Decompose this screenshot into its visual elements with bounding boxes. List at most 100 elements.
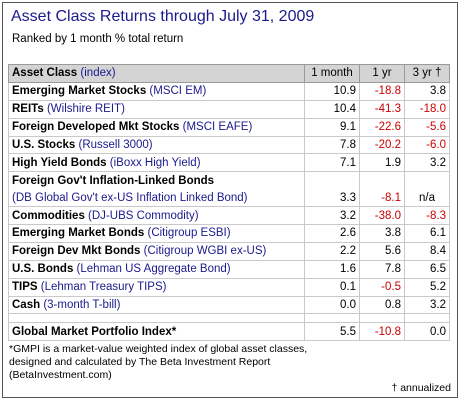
table-row: Foreign Developed Mkt Stocks (MSCI EAFE)… bbox=[8, 117, 450, 137]
three-year-return: 0.0 bbox=[404, 322, 450, 342]
one-year-return: -8.1 bbox=[359, 189, 405, 208]
header-1-month: 1 month bbox=[304, 64, 360, 83]
annualized-note: † annualized bbox=[391, 382, 451, 394]
table-row: Foreign Dev Mkt Bonds (Citigroup WGBI ex… bbox=[8, 241, 450, 261]
table-row: TIPS (Lehman Treasury TIPS) 0.1 -0.5 5.2 bbox=[8, 277, 450, 297]
asset-class-cell: Emerging Market Stocks (MSCI EM) bbox=[8, 81, 305, 101]
footnote: *GMPI is a market-value weighted index o… bbox=[9, 343, 308, 381]
index-name: (iBoxx High Yield) bbox=[109, 156, 201, 169]
table-row: REITs (Wilshire REIT) 10.4 -41.3 -18.0 bbox=[8, 99, 450, 119]
table-row: Foreign Gov't Inflation-Linked Bonds bbox=[8, 171, 450, 190]
three-year-return: -18.0 bbox=[404, 99, 450, 119]
three-year-return: -6.0 bbox=[404, 135, 450, 155]
one-month-return: 0.1 bbox=[304, 277, 360, 297]
asset-class-name: Emerging Market Bonds bbox=[12, 227, 145, 240]
three-year-return: 3.8 bbox=[404, 81, 450, 101]
asset-class-cell: TIPS (Lehman Treasury TIPS) bbox=[8, 277, 305, 297]
empty-cell bbox=[404, 171, 450, 190]
three-year-return: 6.5 bbox=[404, 259, 450, 279]
asset-class-cell: Cash (3-month T-bill) bbox=[8, 295, 305, 315]
asset-class-name: Emerging Market Stocks bbox=[12, 85, 147, 98]
asset-class-cell: Emerging Market Bonds (Citigroup ESBI) bbox=[8, 224, 305, 243]
asset-class-name: TIPS bbox=[12, 281, 38, 294]
one-year-return: -38.0 bbox=[359, 206, 405, 226]
one-month-return: 7.8 bbox=[304, 135, 360, 155]
empty-cell bbox=[359, 171, 405, 190]
one-year-return: 1.9 bbox=[359, 153, 405, 173]
index-name: (Wilshire REIT) bbox=[46, 103, 125, 116]
table-row: High Yield Bonds (iBoxx High Yield) 7.1 1.… bbox=[8, 153, 450, 173]
one-year-return: -20.2 bbox=[359, 135, 405, 155]
asset-class-name: Foreign Developed Mkt Stocks bbox=[12, 121, 180, 134]
table-header-row: Asset Class (index) 1 month 1 yr 3 yr † bbox=[8, 64, 450, 83]
one-year-return: 3.8 bbox=[359, 224, 405, 243]
one-year-return: -18.8 bbox=[359, 81, 405, 101]
asset-class-name: Cash bbox=[12, 299, 41, 312]
index-name: (Lehman Treasury TIPS) bbox=[40, 281, 167, 294]
index-name: (DB Global Gov't ex-US Inflation Linked … bbox=[12, 191, 248, 204]
spacer-cell bbox=[404, 313, 450, 324]
asset-class-cell: Foreign Gov't Inflation-Linked Bonds bbox=[8, 171, 305, 190]
empty-cell bbox=[304, 171, 360, 190]
one-year-return: 0.8 bbox=[359, 295, 405, 315]
table-row: Global Market Portfolio Index* 5.5 -10.8 0.… bbox=[8, 322, 450, 342]
three-year-return: -5.6 bbox=[404, 117, 450, 137]
header-asset-class: Asset Class (index) bbox=[8, 64, 305, 83]
spacer-cell bbox=[304, 313, 360, 324]
index-name: (MSCI EAFE) bbox=[182, 121, 253, 134]
table-row: Emerging Market Bonds (Citigroup ESBI) 2.… bbox=[8, 224, 450, 243]
page-subtitle: Ranked by 1 month % total return bbox=[12, 33, 184, 45]
asset-class-name: Commodities bbox=[12, 209, 85, 222]
header-asset-label: Asset Class bbox=[12, 67, 78, 80]
asset-class-name: Foreign Dev Mkt Bonds bbox=[12, 245, 141, 258]
spacer-row bbox=[8, 313, 450, 324]
header-3-yr: 3 yr † bbox=[404, 64, 450, 83]
table-row: Commodities (DJ-UBS Commodity) 3.2 -38.0 -8… bbox=[8, 206, 450, 226]
asset-class-cell: Commodities (DJ-UBS Commodity) bbox=[8, 206, 305, 226]
one-year-return: -22.6 bbox=[359, 117, 405, 137]
table-row: Emerging Market Stocks (MSCI EM) 10.9 -18.… bbox=[8, 81, 450, 101]
one-year-return: -41.3 bbox=[359, 99, 405, 119]
one-year-return: 7.8 bbox=[359, 259, 405, 279]
three-year-return: 8.4 bbox=[404, 241, 450, 261]
asset-class-cell: Global Market Portfolio Index* bbox=[8, 322, 305, 342]
index-name-cell: (DB Global Gov't ex-US Inflation Linked … bbox=[8, 189, 305, 208]
asset-class-name: U.S. Stocks bbox=[12, 139, 76, 151]
three-year-return: 6.1 bbox=[404, 224, 450, 243]
asset-class-name: U.S. Bonds bbox=[12, 263, 74, 276]
three-year-return: 3.2 bbox=[404, 153, 450, 173]
one-month-return: 2.6 bbox=[304, 224, 360, 243]
asset-class-cell: U.S. Stocks (Russell 3000) bbox=[8, 135, 305, 155]
table-row: U.S. Stocks (Russell 3000) 7.8 -20.2 -6.0 bbox=[8, 135, 450, 155]
spacer-cell bbox=[359, 313, 405, 324]
index-name: (Citigroup WGBI ex-US) bbox=[143, 245, 267, 258]
one-month-return: 7.1 bbox=[304, 153, 360, 173]
header-1-yr: 1 yr bbox=[359, 64, 405, 83]
index-name: (MSCI EM) bbox=[149, 85, 207, 98]
index-name: (Lehman US Aggregate Bond) bbox=[76, 263, 231, 276]
one-month-return: 10.9 bbox=[304, 81, 360, 101]
asset-class-name: High Yield Bonds bbox=[12, 156, 107, 169]
table-row: U.S. Bonds (Lehman US Aggregate Bond) 1.6… bbox=[8, 259, 450, 279]
asset-class-cell: Foreign Dev Mkt Bonds (Citigroup WGBI ex… bbox=[8, 241, 305, 261]
one-month-return: 2.2 bbox=[304, 241, 360, 261]
asset-class-name: REITs bbox=[12, 103, 44, 116]
one-month-return: 1.6 bbox=[304, 259, 360, 279]
three-year-return: n/a bbox=[404, 189, 450, 208]
table-row-continuation: (DB Global Gov't ex-US Inflation Linked … bbox=[8, 189, 450, 208]
header-index-label: (index) bbox=[80, 67, 116, 80]
asset-class-cell: High Yield Bonds (iBoxx High Yield) bbox=[8, 153, 305, 173]
table-row: Cash (3-month T-bill) 0.0 0.8 3.2 bbox=[8, 295, 450, 315]
one-month-return: 3.3 bbox=[304, 189, 360, 208]
asset-class-name: Global Market Portfolio Index* bbox=[12, 325, 177, 338]
index-name: (DJ-UBS Commodity) bbox=[88, 209, 199, 222]
one-year-return: 5.6 bbox=[359, 241, 405, 261]
asset-class-cell: Foreign Developed Mkt Stocks (MSCI EAFE) bbox=[8, 117, 305, 137]
asset-class-name: Foreign Gov't Inflation-Linked Bonds bbox=[12, 174, 215, 187]
spacer-cell bbox=[8, 313, 305, 324]
three-year-return: 5.2 bbox=[404, 277, 450, 297]
one-month-return: 3.2 bbox=[304, 206, 360, 226]
one-month-return: 10.4 bbox=[304, 99, 360, 119]
one-year-return: -0.5 bbox=[359, 277, 405, 297]
one-month-return: 9.1 bbox=[304, 117, 360, 137]
